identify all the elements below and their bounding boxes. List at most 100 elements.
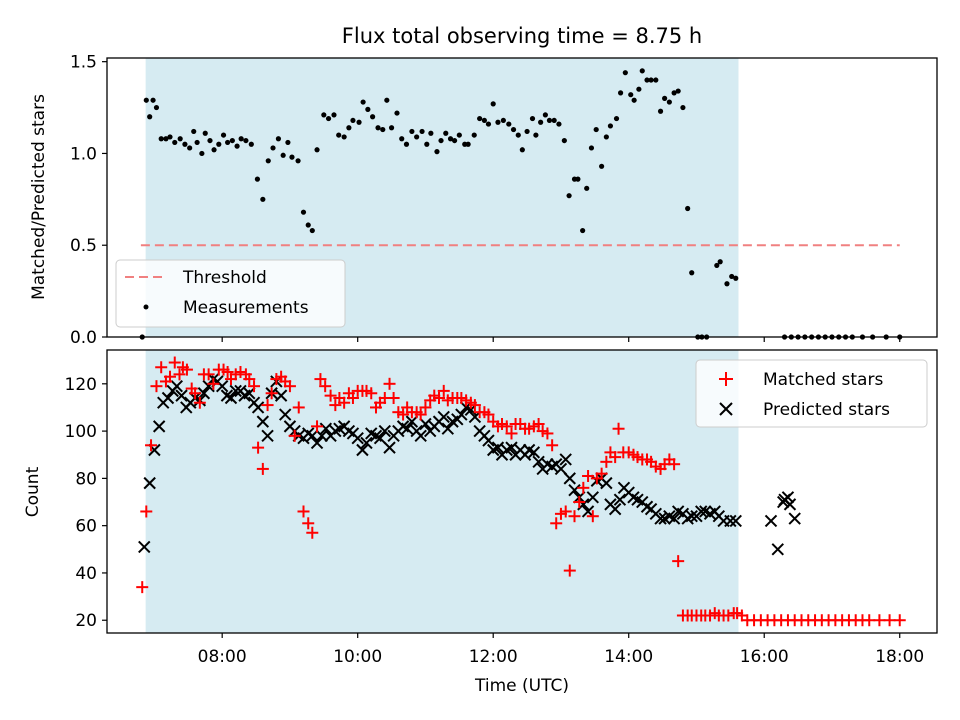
matched-star-point — [397, 408, 410, 421]
measurement-point — [238, 136, 244, 142]
measurement-point — [519, 147, 525, 153]
predicted-star-point — [315, 429, 328, 443]
predicted-star-point — [251, 401, 265, 414]
measurement-point — [365, 106, 371, 112]
predicted-star-point — [274, 389, 288, 402]
matched-star-point — [180, 363, 193, 376]
matched-star-point — [207, 377, 220, 390]
measurement-point — [666, 99, 672, 105]
measurement-point — [542, 112, 548, 118]
measurement-point — [285, 139, 291, 146]
matched-star-point — [202, 368, 215, 381]
matched-star-point — [145, 439, 158, 452]
ratio-x-ticks — [221, 337, 901, 342]
predicted-star-point — [161, 391, 175, 405]
measurement-point — [447, 136, 454, 142]
matched-star-point — [612, 422, 625, 435]
legend-predicted-label: Predicted stars — [763, 400, 890, 420]
predicted-star-point — [685, 509, 698, 523]
count-legend-box — [695, 359, 928, 428]
matched-star-point — [319, 380, 332, 393]
matched-star-point — [468, 399, 481, 412]
predicted-star-point — [455, 408, 468, 421]
measurement-point — [394, 110, 400, 116]
measurement-point — [551, 117, 557, 124]
predicted-star-point — [771, 543, 784, 556]
predicted-star-point — [563, 472, 576, 485]
predicted-star-point — [776, 495, 790, 509]
legend-measurements-swatch — [143, 304, 149, 310]
matched-star-point — [150, 380, 163, 393]
measurement-point — [434, 149, 440, 155]
measurement-point — [613, 115, 620, 122]
matched-star-point — [482, 408, 495, 421]
measurement-point — [451, 137, 458, 144]
ratio-axes-frame — [106, 57, 938, 338]
measurement-point — [234, 143, 240, 149]
measurement-point — [336, 132, 342, 138]
measurement-point — [733, 275, 739, 281]
measurement-point — [331, 112, 337, 118]
predicted-star-point — [783, 498, 797, 511]
measurement-point — [202, 130, 208, 136]
measurement-point — [477, 115, 483, 122]
measurement-point — [628, 92, 634, 98]
matched-star-point — [243, 373, 256, 386]
predicted-star-point — [568, 483, 581, 497]
measurement-point — [471, 132, 477, 138]
measurement-point — [216, 141, 222, 147]
ratio-y-ticks: 0.0 0.5 1.0 1.5 — [70, 53, 107, 348]
matched-star-point — [283, 380, 296, 393]
matched-star-point — [324, 389, 337, 402]
measurement-point — [428, 130, 434, 136]
predicted-star-point — [170, 379, 183, 393]
measurement-point — [275, 136, 282, 142]
measurement-point — [538, 119, 544, 125]
measurement-point — [424, 141, 430, 147]
measurement-point — [510, 126, 517, 133]
measurement-point — [305, 222, 311, 228]
count-y-tick-label: 120 — [65, 375, 97, 395]
matched-star-point — [383, 377, 396, 390]
matched-star-point — [414, 408, 427, 421]
measurement-point — [724, 281, 730, 287]
matched-star-point — [433, 391, 445, 404]
predicted-star-point — [695, 505, 708, 518]
matched-star-point — [252, 441, 265, 454]
measurement-point — [182, 141, 188, 147]
matched-star-point — [600, 455, 613, 468]
measurement-point — [147, 114, 153, 120]
matched-star-point — [546, 439, 559, 452]
measurement-point — [443, 130, 449, 136]
predicted-star-point — [414, 429, 427, 443]
count-y-tick-label: 20 — [75, 611, 97, 631]
measurement-point — [631, 97, 637, 103]
matched-star-point — [668, 458, 681, 471]
matched-star-point — [722, 609, 735, 622]
predicted-star-point — [654, 512, 667, 525]
measurement-point — [717, 259, 723, 265]
count-y-tick-label: 80 — [75, 469, 97, 489]
measurement-point — [248, 141, 254, 147]
ratio-y-tick-label: 0.0 — [70, 328, 97, 348]
matched-star-point — [329, 399, 342, 412]
measurement-point — [588, 145, 595, 151]
predicted-star-point — [152, 420, 166, 433]
matched-star-point — [595, 467, 608, 480]
chart-title: Flux total observing time = 8.75 h — [342, 24, 702, 48]
matched-star-point — [140, 505, 153, 518]
count-panel: 20 40 60 80 100 120 08:00 10:00 12:00 14:00 16:00… — [23, 349, 938, 696]
measurement-point — [356, 119, 362, 125]
matched-star-point — [265, 387, 278, 400]
measurement-point — [341, 134, 347, 140]
measurement-point — [260, 196, 266, 202]
matched-star-point — [883, 614, 896, 627]
matched-star-point — [311, 420, 324, 433]
measurement-point — [671, 90, 677, 96]
predicted-star-point — [437, 410, 450, 424]
measurement-point — [309, 227, 315, 234]
measurement-point — [295, 158, 301, 164]
predicted-star-point — [613, 493, 627, 506]
matched-star-point — [248, 380, 261, 393]
measurement-point — [360, 99, 366, 105]
